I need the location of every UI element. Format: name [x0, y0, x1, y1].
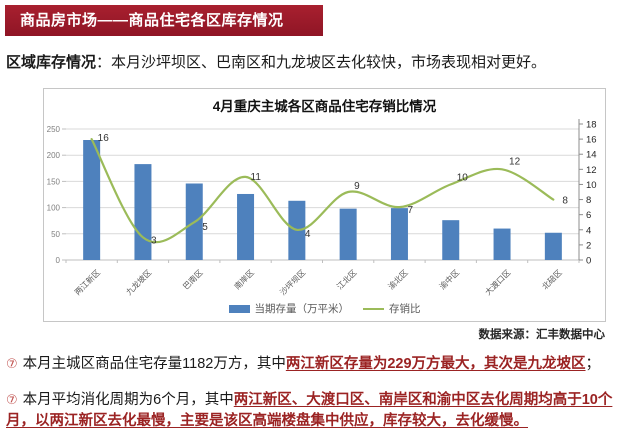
- left-axis-label: 200: [47, 151, 61, 160]
- category-label: 九龙坡区: [124, 267, 154, 297]
- intro-label: 区域库存情况: [6, 54, 97, 71]
- right-axis-label: 4: [586, 225, 591, 236]
- right-axis-label: 14: [586, 150, 597, 161]
- left-axis-label: 0: [56, 256, 61, 265]
- note-emphasis-text: 两江新区、大渡口区、南岸区和渝中区去化周期均高于10个月，以两江新区去化最慢，主…: [6, 392, 613, 429]
- legend-item-bar: 当期存量（万平米）: [228, 301, 350, 316]
- chart-bar: [339, 208, 357, 260]
- category-label: 江北区: [335, 268, 358, 291]
- chart-bar: [390, 208, 408, 260]
- intro-line: 区域库存情况：本月沙坪坝区、巴南区和九龙坡区去化较快，市场表现相对更好。: [6, 53, 636, 73]
- note-text: 本月平均消化周期为6个月，其中两江新区、大渡口区、南岸区和渝中区去化周期均高于1…: [6, 392, 612, 429]
- line-value-label: 11: [251, 172, 262, 183]
- line-value-label: 5: [202, 222, 208, 233]
- legend-bar-label: 当期存量（万平米）: [254, 303, 350, 315]
- right-axis-label: 12: [586, 165, 597, 176]
- note-item: ⑦ 本月主城区商品住宅存量1182万方，其中两江新区存量为229万方最大，其次是九…: [6, 353, 638, 375]
- line-value-label: 4: [305, 229, 311, 240]
- right-axis-label: 6: [586, 210, 591, 221]
- note-text: 本月主城区商品住宅存量1182万方，其中两江新区存量为229万方最大，其次是九龙…: [23, 356, 600, 372]
- chart-legend: 当期存量（万平米） 存销比: [44, 301, 605, 316]
- note-emphasis-text: 两江新区存量为229万方最大，其次是九龙坡区: [285, 356, 586, 372]
- category-label: 巴南区: [181, 267, 205, 291]
- category-label: 大渡口区: [483, 267, 513, 297]
- category-label: 沙坪坝区: [278, 268, 307, 297]
- inventory-chart: 0 50 100 150 200 250 0 2 4 6 8 10 12 14 16 18 两江新区 九龙坡区 巴南…: [47, 119, 597, 297]
- note-plain-text: 本月主城区商品住宅存量1182万方，其中: [22, 356, 286, 372]
- legend-item-line: 存销比: [363, 301, 421, 316]
- chart-title: 4月重庆主城各区商品住宅存销比情况: [212, 99, 437, 114]
- note-plain-text: 本月平均消化周期为6个月，其中: [22, 392, 234, 408]
- chart-bar: [237, 193, 255, 260]
- left-axis-label: 50: [51, 230, 60, 239]
- line-value-label: 3: [151, 235, 157, 246]
- category-label: 南岸区: [232, 267, 256, 291]
- line-value-label: 10: [457, 172, 469, 183]
- note-plain-text: ；: [585, 356, 601, 372]
- chart-bar: [442, 220, 460, 260]
- header-banner: 商品房市场——商品住宅各区库存情况: [5, 5, 323, 36]
- right-axis-label: 16: [586, 135, 597, 146]
- left-axis-label: 150: [47, 177, 61, 186]
- data-source: 数据来源：汇丰数据中心: [478, 329, 606, 341]
- line-value-label: 8: [562, 196, 568, 207]
- line-value-label: 16: [98, 133, 110, 144]
- right-axis-label: 2: [586, 240, 591, 251]
- header-title: 商品房市场——商品住宅各区库存情况: [20, 12, 284, 29]
- line-value-label: 12: [509, 156, 521, 167]
- note-item: ⑦ 本月平均消化周期为6个月，其中两江新区、大渡口区、南岸区和渝中区去化周期均高于…: [6, 389, 638, 432]
- line-swatch-icon: [363, 307, 384, 310]
- left-axis-label: 250: [47, 125, 61, 134]
- right-axis-label: 0: [586, 256, 591, 267]
- chart-bar: [134, 164, 152, 260]
- category-label: 北碚区: [540, 267, 564, 291]
- category-label: 两江新区: [72, 267, 102, 297]
- ratio-line: [90, 138, 555, 244]
- right-axis-label: 10: [586, 180, 597, 191]
- chart-bar: [83, 140, 101, 260]
- left-axis-label: 100: [47, 204, 61, 213]
- circled-number-bullet-icon: ⑦: [6, 356, 18, 371]
- right-axis-label: 18: [586, 120, 597, 131]
- line-value-label: 9: [354, 181, 360, 192]
- legend-line-label: 存销比: [389, 303, 421, 315]
- circled-number-bullet-icon: ⑦: [6, 392, 18, 407]
- line-value-label: 7: [407, 205, 413, 216]
- category-label: 渝中区: [437, 267, 461, 291]
- chart-bar: [493, 228, 511, 260]
- bar-swatch-icon: [228, 304, 250, 313]
- chart-frame: 4月重庆主城各区商品住宅存销比情况 0 50 100 150 200 250 0 2 4 6 8 10…: [43, 88, 606, 322]
- right-axis-label: 8: [586, 195, 591, 206]
- chart-bar: [544, 232, 562, 260]
- category-label: 渝北区: [386, 267, 410, 291]
- intro-text: ：本月沙坪坝区、巴南区和九龙坡区去化较快，市场表现相对更好。: [96, 54, 547, 71]
